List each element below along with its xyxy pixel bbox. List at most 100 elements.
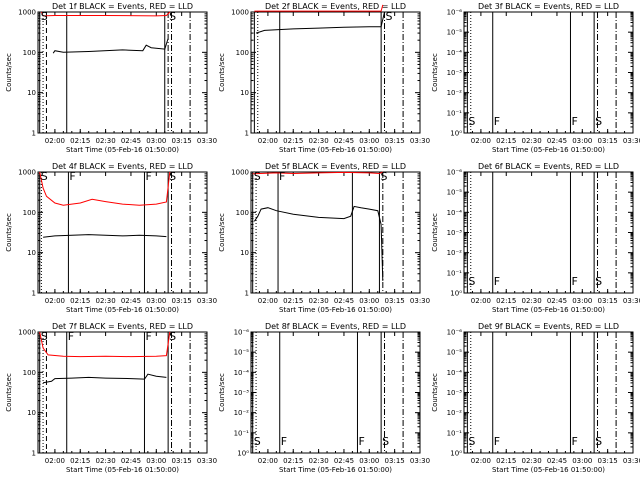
y-axis-title: Counts/sec: [431, 373, 439, 412]
y-tick-label: 10⁻²: [234, 409, 250, 417]
y-tick-label: 10⁻⁴: [234, 369, 250, 377]
series-line-red: [39, 331, 171, 358]
y-axis-title: Counts/sec: [218, 53, 226, 92]
series-line-red: [39, 171, 171, 206]
x-tick-label: 03:00: [146, 297, 166, 305]
y-axis-title: Counts/sec: [5, 53, 13, 92]
series-line-red: [252, 171, 384, 175]
x-tick-label: 03:30: [410, 297, 430, 305]
marker-f: F: [494, 435, 500, 448]
y-tick-label: 10: [27, 249, 36, 257]
x-tick-label: 02:30: [309, 297, 329, 305]
marker-s: S: [595, 435, 602, 448]
y-tick-label: 10⁻⁴: [447, 369, 463, 377]
x-tick-label: 03:00: [359, 137, 379, 145]
x-tick-label: 03:00: [359, 297, 379, 305]
series-line-red: [40, 11, 171, 17]
x-tick-label: 02:00: [258, 297, 278, 305]
y-axis-title: Counts/sec: [218, 373, 226, 412]
x-tick-label: 03:30: [623, 137, 640, 145]
x-tick-label: 02:45: [547, 457, 567, 465]
x-tick-label: 02:45: [547, 137, 567, 145]
y-tick-label: 1: [32, 130, 36, 138]
chart-panel-2: Det 2f BLACK = Events, RED = LLD 02:00 02:…: [218, 2, 430, 154]
y-tick-label: 10⁻⁵: [447, 29, 463, 37]
marker-s: S: [169, 10, 176, 23]
x-tick-label: 02:15: [70, 297, 90, 305]
x-tick-label: 02:45: [121, 137, 141, 145]
x-tick-label: 03:15: [385, 457, 405, 465]
x-tick-label: 03:00: [146, 137, 166, 145]
y-tick-label: 10⁰: [237, 450, 249, 458]
chart-panel-1: Det 1f BLACK = Events, RED = LLD 02:00 02:…: [5, 2, 217, 154]
x-tick-label: 03:30: [623, 457, 640, 465]
y-tick-label: 10⁻³: [447, 229, 463, 237]
marker-f: F: [69, 170, 75, 183]
y-tick-label: 10: [27, 89, 36, 97]
y-tick-label: 10⁻¹: [447, 429, 463, 437]
x-tick-label: 02:15: [70, 457, 90, 465]
x-tick-label: 02:00: [471, 457, 491, 465]
y-axis-title: Counts/sec: [5, 373, 13, 412]
y-tick-label: 10⁻³: [447, 69, 463, 77]
x-tick-label: 02:45: [334, 297, 354, 305]
marker-s: S: [169, 330, 176, 343]
marker-f: F: [571, 115, 577, 128]
x-tick-label: 02:00: [258, 457, 278, 465]
marker-f: F: [279, 170, 285, 183]
x-tick-label: 02:00: [45, 137, 65, 145]
y-tick-label: 1000: [18, 329, 36, 337]
x-tick-label: 02:45: [121, 457, 141, 465]
panel-title: Det 8f BLACK = Events, RED = LLD: [265, 322, 406, 331]
y-tick-label: 1000: [231, 169, 249, 177]
x-tick-label: 02:30: [96, 457, 116, 465]
y-tick-label: 10⁻²: [447, 249, 463, 257]
marker-s: S: [386, 10, 393, 23]
y-tick-label: 10⁻²: [447, 409, 463, 417]
y-tick-label: 100: [23, 369, 36, 377]
y-tick-label: 10⁻⁶: [447, 169, 463, 177]
x-tick-label: 02:00: [258, 137, 278, 145]
marker-f: F: [571, 275, 577, 288]
x-tick-label: 02:45: [121, 297, 141, 305]
x-tick-label: 02:15: [283, 137, 303, 145]
x-axis-title: Start Time (05-Feb-16 01:50:00): [279, 146, 392, 154]
y-tick-label: 1: [245, 130, 249, 138]
x-axis-title: Start Time (05-Feb-16 01:50:00): [492, 306, 605, 314]
x-axis-title: Start Time (05-Feb-16 01:50:00): [66, 466, 179, 474]
y-tick-label: 1: [32, 290, 36, 298]
marker-s: S: [468, 435, 475, 448]
x-tick-label: 02:00: [45, 297, 65, 305]
marker-s: S: [595, 275, 602, 288]
x-tick-label: 03:15: [598, 137, 618, 145]
x-tick-label: 02:15: [496, 297, 516, 305]
x-tick-label: 02:30: [309, 457, 329, 465]
panel-title: Det 9f BLACK = Events, RED = LLD: [478, 322, 619, 331]
x-tick-label: 02:15: [496, 137, 516, 145]
x-tick-label: 03:30: [197, 137, 217, 145]
y-tick-label: 100: [23, 49, 36, 57]
series-line-black: [52, 38, 169, 54]
marker-f: F: [281, 435, 287, 448]
x-tick-label: 02:00: [45, 457, 65, 465]
y-tick-label: 10⁻³: [447, 389, 463, 397]
x-tick-label: 02:00: [471, 297, 491, 305]
x-tick-label: 02:15: [70, 137, 90, 145]
x-tick-label: 02:30: [522, 297, 542, 305]
y-axis-title: Counts/sec: [431, 53, 439, 92]
y-tick-label: 10: [240, 89, 249, 97]
y-axis-title: Counts/sec: [431, 213, 439, 252]
chart-panel-6: Det 6f BLACK = Events, RED = LLD 02:00 02:…: [431, 162, 640, 314]
x-tick-label: 02:00: [471, 137, 491, 145]
y-tick-label: 10⁰: [450, 450, 462, 458]
marker-s: S: [169, 170, 176, 183]
y-tick-label: 10⁰: [450, 130, 462, 138]
x-tick-label: 03:30: [197, 457, 217, 465]
x-tick-label: 02:30: [522, 137, 542, 145]
y-tick-label: 10⁻⁵: [234, 349, 250, 357]
marker-f: F: [494, 115, 500, 128]
marker-f: F: [494, 275, 500, 288]
marker-s: S: [468, 115, 475, 128]
